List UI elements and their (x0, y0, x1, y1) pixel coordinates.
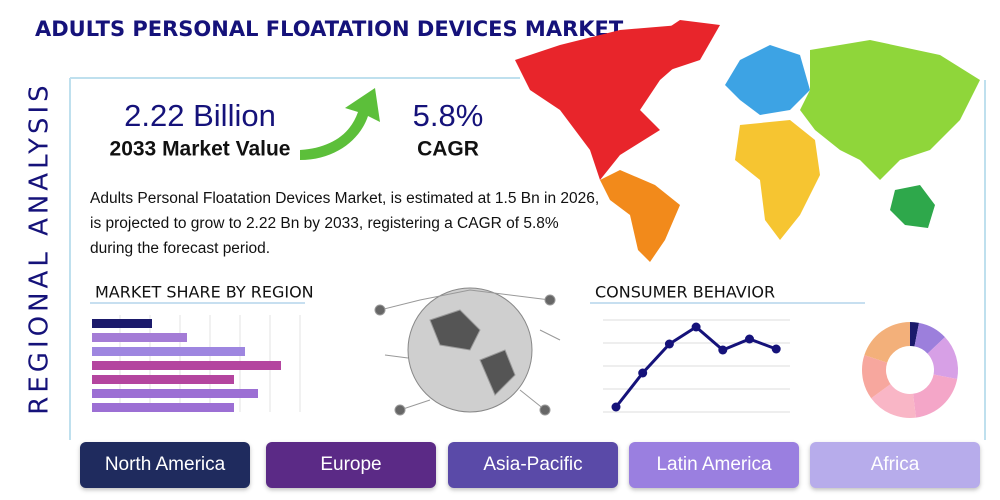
region-button[interactable]: Europe (266, 442, 436, 488)
metric-value: 5.8% (413, 98, 484, 133)
donut-slice (862, 355, 891, 399)
line-grid (603, 319, 790, 413)
donut-slice (864, 322, 910, 363)
region-button[interactable]: Africa (810, 442, 980, 488)
share-bar (92, 389, 258, 398)
share-bar (92, 361, 281, 370)
donut-slice (871, 384, 917, 419)
donut-slice (913, 374, 958, 418)
region-button[interactable]: Asia-Pacific (448, 442, 618, 488)
world-map (515, 20, 980, 262)
section-title: MARKET SHARE BY REGION (95, 283, 314, 302)
behavior-point (638, 368, 648, 378)
metric-label: 2033 Market Value (110, 138, 291, 161)
share-bar (92, 403, 234, 412)
network-globe (374, 287, 561, 416)
behavior-point (664, 339, 674, 349)
donut-slice (914, 322, 945, 354)
behavior-point (745, 334, 754, 344)
region-button[interactable]: Latin America (629, 442, 799, 488)
behavior-point (771, 344, 781, 354)
share-bar (92, 319, 152, 328)
metric-value: 2.22 Billion (124, 98, 276, 133)
donut-slice (927, 337, 958, 379)
donut-slice (910, 322, 919, 347)
share-bar (92, 375, 234, 384)
page-title: ADULTS PERSONAL FLOATATION DEVICES MARKE… (35, 17, 624, 41)
behavior-point (718, 345, 728, 355)
section-title: CONSUMER BEHAVIOR (595, 283, 775, 302)
growth-arrow (300, 88, 380, 160)
region-button[interactable]: North America (80, 442, 250, 488)
description: Adults Personal Floatation Devices Marke… (90, 190, 600, 257)
share-bar (92, 347, 245, 356)
metric-label: CAGR (417, 138, 479, 161)
side-label: REGIONAL ANALYSIS (25, 81, 55, 414)
behavior-point (691, 322, 701, 332)
share-bar (92, 333, 187, 342)
behavior-point (611, 402, 621, 412)
frame (69, 77, 986, 440)
